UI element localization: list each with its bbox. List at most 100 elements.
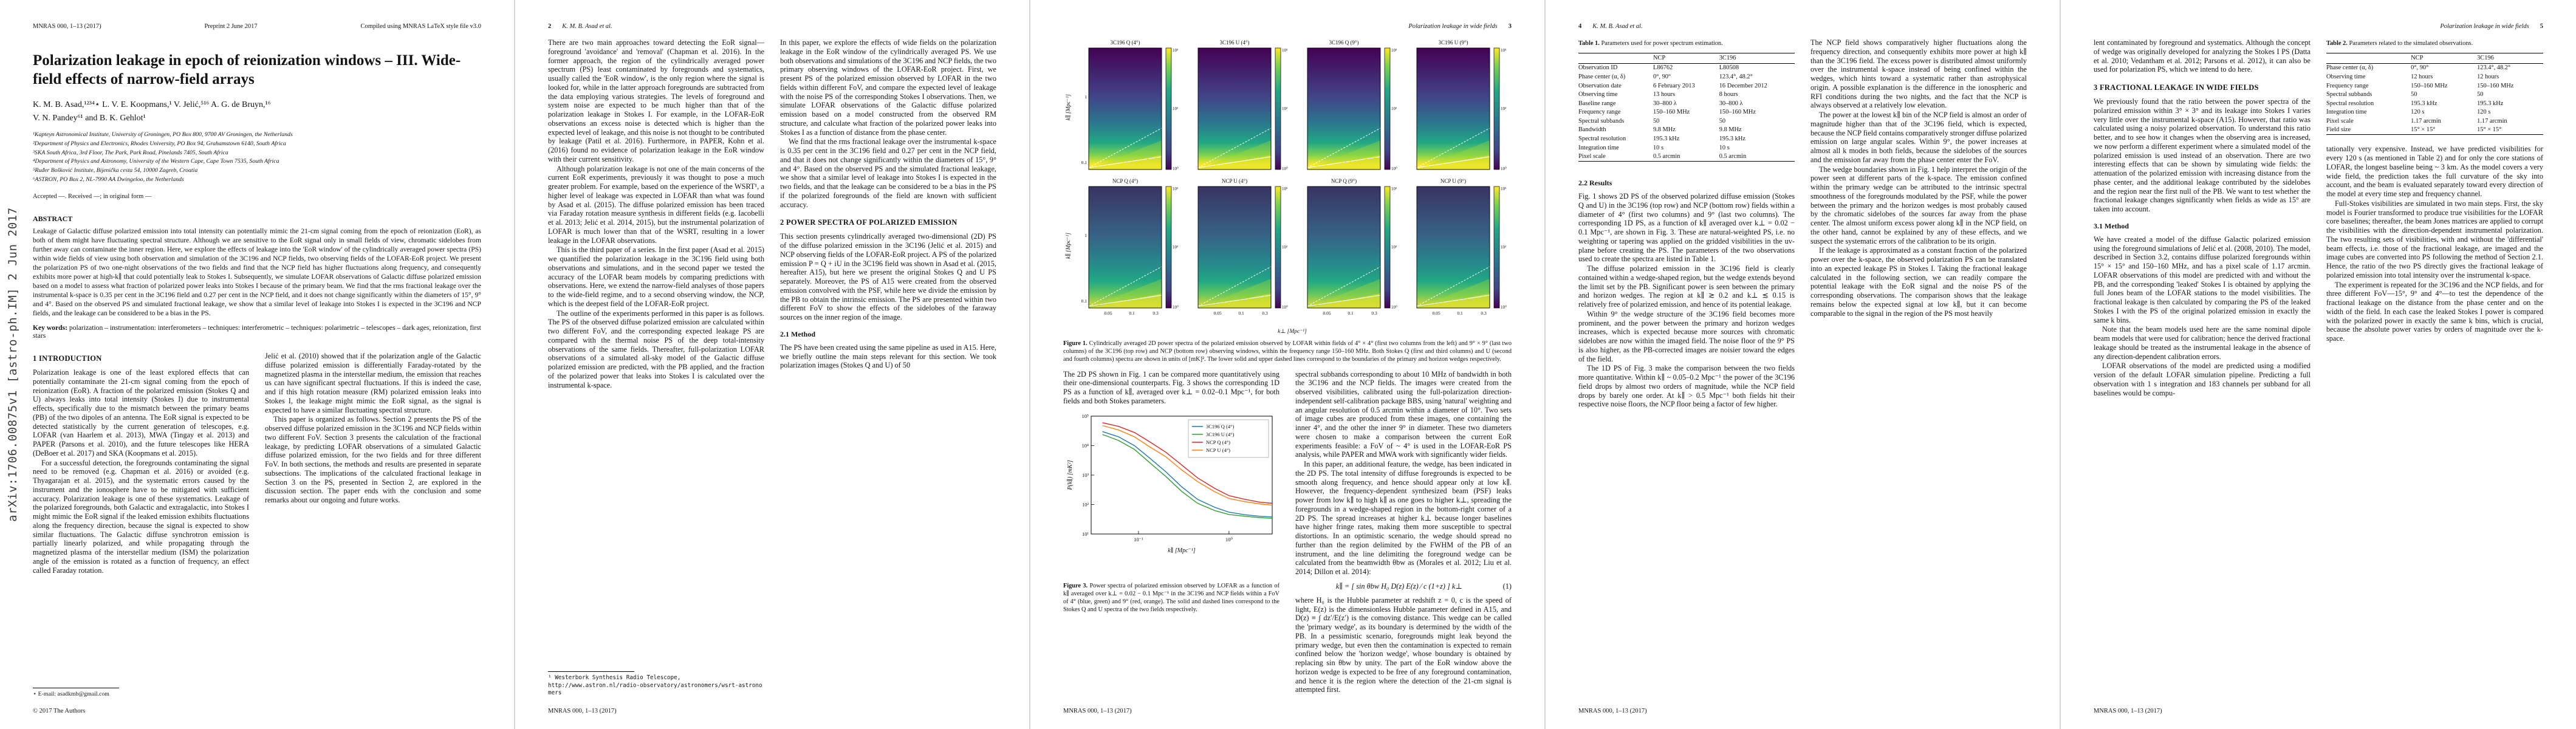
authors: K. M. B. Asad,¹²³⁴⋆ L. V. E. Koopmans,¹ … [33,98,481,125]
table-2: NCP 3C196 Phase center (α, δ) 0°, 90° 123.4°… [2326,52,2543,145]
page-footer: MNRAS 000, 1–13 (2017) [2094,708,2162,714]
data-table: NCP 3C196 Phase center (α, δ) 0°, 90° 123.4°… [2326,52,2543,135]
keywords: Key words: polarization – instrumentatio… [33,324,481,340]
svg-text:10¹: 10¹ [1082,531,1089,537]
paragraph: In this paper, we explore the effects of… [780,38,996,137]
column-right: In this paper, we explore the effects of… [780,38,996,697]
section-heading-3: 3 FRACTIONAL LEAKAGE IN WIDE FIELDS [2094,83,2259,92]
body-paragraphs: Fig. 1 shows 2D PS of the observed polar… [1578,192,1795,409]
preprint-date: Preprint 2 June 2017 [204,23,258,30]
svg-text:NCP Q (9°): NCP Q (9°) [1331,178,1357,184]
paragraph: ⁵Ruđer Bošković Institute, Bijenička ces… [33,167,198,174]
table-row: Phase center (α, δ) 0°, 90° 123.4°, 48.2° [2326,63,2543,72]
journal-header: MNRAS 000, 1–13 (2017) Preprint 2 June 2… [33,23,481,30]
table-cell: Phase center (α, δ) [2326,64,2374,72]
paragraph: Polarization leakage is one of the least… [33,368,249,457]
paragraph: Note that the beam models used here are … [2094,325,2311,361]
table-cell: Observing time [1578,91,1618,98]
intro-paragraphs: Polarization leakage is one of the least… [33,368,249,575]
body-paragraphs: spectral subbands corresponding to about… [1295,370,1512,577]
table-cell: 30–800 λ [1653,100,1677,107]
body-paragraphs: The 2D PS shown in Fig. 1 can be compare… [1063,370,1279,406]
body-paragraphs: There are two main approaches toward det… [548,38,764,390]
table-cell: 8 hours [1719,91,1738,98]
paragraph: The experiment is repeated for the 3C196… [2326,280,2543,343]
column-header [1578,53,1653,63]
table-cell: 123.4°, 48.2° [2477,64,2511,72]
table-cell: 10 s [1719,144,1730,151]
svg-text:10⁵: 10⁵ [1391,48,1397,53]
figure1-panel: NCP Q (4°) 1 0.1 0.05 0.1 0.3 10⁵ 10² 10⁰ [1081,178,1179,316]
column-right: spectral subbands corresponding to about… [1295,370,1512,697]
svg-text:10⁵: 10⁵ [1501,48,1507,53]
two-column-body: There are two main approaches toward det… [548,38,996,697]
svg-text:0.05: 0.05 [1213,310,1221,316]
table-row: Integration time 120 s 120 s [2326,108,2543,117]
table-row: Spectral resolution 195.3 kHz 195.3 kHz [2326,99,2543,108]
svg-text:10²: 10² [1282,245,1287,250]
table-cell: 50 [1653,117,1660,125]
page-footer: © 2017 The Authors [33,708,86,714]
paragraph: In this paper, an additional feature, th… [1295,460,1512,577]
table-cell: 120 s [2411,109,2425,116]
page-number: 4 [1578,23,1582,30]
table-cell: L86762 [1653,64,1673,72]
figure1-xlabel: k⊥ [Mpc⁻¹] [1278,329,1307,335]
page-4: 4 K. M. B. Asad et al. Table 1. Paramete… [1546,0,2061,729]
svg-text:NCP Q (4°): NCP Q (4°) [1112,178,1138,184]
figure1-panel: 3C196 Q (4°) 1 0.1 10⁵ 10² 10⁰ [1081,39,1179,171]
paragraph: This paper is organized as follows. Sect… [265,415,481,505]
table2-caption-text: Parameters related to the simulated obse… [2349,40,2473,47]
svg-text:NCP U (4°): NCP U (4°) [1206,447,1230,453]
table-cell: 30–800 λ [1719,100,1743,107]
body-paragraphs: This section presents cylindrically aver… [780,232,996,323]
figure3-chart: 10¹ 10² 10³ 10⁴ 10⁵ 10⁻¹ 10⁰ 3C196 Q (4°)3C196 … [1066,413,1273,554]
svg-text:1: 1 [1084,94,1087,100]
table-cell: Integration time [1578,144,1619,151]
svg-text:10²: 10² [1501,245,1506,250]
table-cell: 195.3 kHz [2477,100,2504,107]
figure1-panel: NCP U (9°) 0.05 0.1 0.3 10⁵ 10² 10⁰ [1416,178,1507,316]
running-header: Polarization leakage in wide fields 3 [1063,23,1512,30]
table-cell: Field size [2326,126,2351,134]
running-title: Polarization leakage in wide fields [1408,23,1498,30]
svg-text:0.05: 0.05 [1104,310,1112,316]
svg-text:1: 1 [1084,233,1087,238]
svg-text:10⁵: 10⁵ [1173,187,1179,191]
two-column-body: The 2D PS shown in Fig. 1 can be compare… [1063,370,1512,697]
svg-text:NCP U (4°): NCP U (4°) [1222,178,1247,184]
paragraph: For a successful detection, the foregrou… [33,458,249,575]
table-cell: Pixel scale [1578,153,1606,160]
subsection-heading-3-1: 3.1 Method [2094,221,2129,230]
paragraph: The NCP field shows comparatively higher… [1810,38,2027,110]
svg-text:0.3: 0.3 [1153,310,1159,316]
body-paragraphs: lent contaminated by foreground and syst… [2094,38,2311,75]
table-header-row: NCP 3C196 [2326,53,2543,64]
table-row: Pixel scale 0.5 arcmin 0.5 arcmin [1578,152,1795,161]
table-cell: 0°, 90° [2411,64,2429,72]
table-cell: Phase center (α, δ) [1578,73,1626,80]
figure1-panel: 3C196 U (4°) 10⁵ 10² 10⁰ [1197,39,1288,171]
table-row: Baseline range 30–800 λ 30–800 λ [1578,99,1795,108]
paragraph: Although polarization leakage is not one… [548,164,764,245]
paragraph: We previously found that the ratio betwe… [2094,97,2311,213]
arxiv-stamp: arXiv:1706.00875v1 [astro-ph.IM] 2 Jun 2… [6,207,19,522]
page-3: Polarization leakage in wide fields 3 k∥… [1030,0,1546,729]
equation-number: (1) [1502,581,1512,590]
svg-text:3C196 Q (4°): 3C196 Q (4°) [1206,423,1235,430]
equation-1: k∥ = [ sin θbw H₀ D(z) E(z) ⁄ c (1+z) ] … [1295,582,1512,591]
column-header [2326,53,2411,63]
svg-text:0.05: 0.05 [1432,310,1440,316]
paragraph: ⁶ASTRON, PO Box 2, NL-7990 AA Dwingeloo,… [33,176,184,183]
paragraph: ⁴Department of Physics and Astronomy, Un… [33,158,279,165]
svg-text:0.3: 0.3 [1262,310,1268,316]
table-cell: L80508 [1719,64,1739,72]
svg-text:10⁵: 10⁵ [1501,187,1507,191]
table-header-row: NCP 3C196 [1578,53,1795,64]
paragraph: where H₀ is the Hubble parameter at reds… [1295,595,1512,694]
column-header: NCP [1653,55,1666,62]
table-cell: 150–160 MHz [1719,109,1756,116]
figure3-caption-text: Power spectra of polarized emission obse… [1063,582,1279,614]
two-column-body: Table 1. Parameters used for power spect… [1578,38,2027,697]
